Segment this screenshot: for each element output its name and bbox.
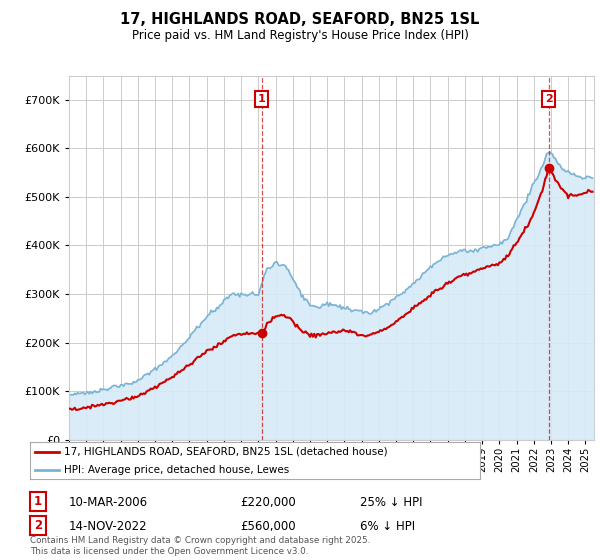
Text: 2: 2 (34, 519, 42, 533)
Text: Contains HM Land Registry data © Crown copyright and database right 2025.
This d: Contains HM Land Registry data © Crown c… (30, 536, 370, 556)
Text: 17, HIGHLANDS ROAD, SEAFORD, BN25 1SL: 17, HIGHLANDS ROAD, SEAFORD, BN25 1SL (121, 12, 479, 27)
Text: 10-MAR-2006: 10-MAR-2006 (69, 496, 148, 509)
Text: 17, HIGHLANDS ROAD, SEAFORD, BN25 1SL (detached house): 17, HIGHLANDS ROAD, SEAFORD, BN25 1SL (d… (64, 447, 388, 457)
Text: 1: 1 (258, 94, 265, 104)
Text: £220,000: £220,000 (240, 496, 296, 509)
Text: HPI: Average price, detached house, Lewes: HPI: Average price, detached house, Lewe… (64, 465, 289, 475)
Text: 6% ↓ HPI: 6% ↓ HPI (360, 520, 415, 533)
Text: 1: 1 (34, 495, 42, 508)
Text: 2: 2 (545, 94, 553, 104)
Text: £560,000: £560,000 (240, 520, 296, 533)
Text: Price paid vs. HM Land Registry's House Price Index (HPI): Price paid vs. HM Land Registry's House … (131, 29, 469, 42)
Text: 25% ↓ HPI: 25% ↓ HPI (360, 496, 422, 509)
Text: 14-NOV-2022: 14-NOV-2022 (69, 520, 148, 533)
